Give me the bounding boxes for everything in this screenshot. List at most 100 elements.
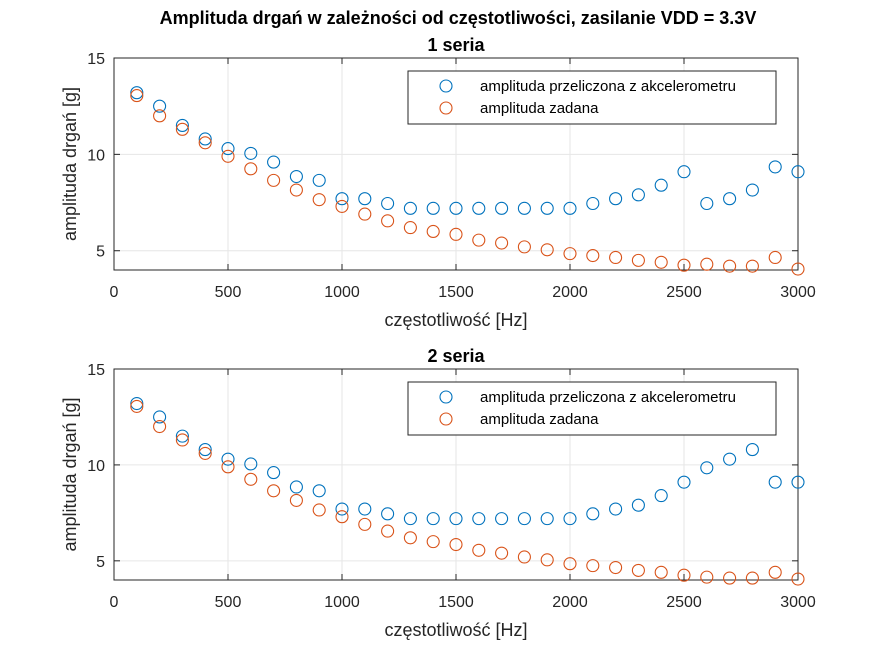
y-tick-label: 10 (87, 458, 105, 475)
data-point (768, 475, 782, 489)
data-point (791, 572, 805, 586)
y-tick-label: 5 (96, 244, 105, 261)
data-point (426, 201, 440, 215)
data-point (472, 233, 486, 247)
data-point (358, 192, 372, 206)
legend-box (407, 70, 777, 125)
data-point (198, 132, 212, 146)
data-point (517, 201, 531, 215)
data-point (403, 221, 417, 235)
data-point (472, 543, 486, 557)
data-point (654, 565, 668, 579)
data-point (517, 240, 531, 254)
data-point (289, 169, 303, 184)
data-point (381, 196, 395, 211)
y-tick-label: 5 (96, 554, 105, 571)
data-point (677, 568, 691, 582)
data-point (700, 257, 714, 271)
data-point (175, 429, 189, 443)
data-point (153, 99, 167, 113)
x-tick-label: 0 (110, 284, 119, 301)
data-point (244, 457, 258, 471)
data-point (791, 475, 805, 489)
legend-label: amplituda zadana (480, 411, 599, 428)
x-tick-label: 2500 (666, 284, 702, 301)
data-point (175, 433, 189, 447)
legend-label: amplituda przeliczona z akcelerometru (480, 78, 736, 95)
data-point (677, 258, 691, 272)
series-1 (130, 86, 805, 215)
data-point (244, 472, 258, 486)
data-point (472, 201, 486, 215)
legend-marker (439, 412, 453, 426)
data-point (312, 193, 326, 207)
data-point (449, 537, 463, 552)
data-point (791, 262, 805, 276)
data-point (403, 512, 417, 526)
x-tick-label: 1500 (438, 594, 474, 611)
data-point (517, 512, 531, 526)
data-point (677, 165, 691, 179)
data-point (723, 452, 737, 466)
x-tick-label: 1000 (324, 284, 360, 301)
data-point (381, 507, 395, 521)
subplot-title: 1 seria (427, 35, 485, 55)
x-tick-label: 3000 (780, 284, 816, 301)
data-point (130, 399, 144, 413)
data-point (563, 201, 577, 215)
data-point (221, 460, 235, 474)
data-point (609, 502, 623, 516)
x-tick-label: 1000 (324, 594, 360, 611)
data-point (153, 109, 167, 123)
data-point (654, 489, 668, 503)
data-point (495, 512, 509, 526)
data-point (289, 480, 303, 494)
data-point (289, 183, 303, 197)
x-tick-label: 0 (110, 594, 119, 611)
data-point (745, 183, 759, 197)
data-point (631, 188, 645, 202)
data-point (221, 142, 235, 156)
data-point (745, 259, 759, 273)
x-tick-label: 2000 (552, 594, 588, 611)
data-point (495, 546, 509, 560)
x-tick-label: 2500 (666, 594, 702, 611)
y-tick-label: 10 (87, 147, 105, 164)
legend-marker (439, 390, 453, 404)
data-point (563, 512, 577, 526)
data-point (426, 535, 440, 549)
data-point (426, 224, 440, 239)
data-point (472, 512, 486, 526)
data-point (244, 146, 258, 160)
data-point (495, 201, 509, 215)
data-point (244, 162, 258, 176)
data-point (723, 192, 737, 206)
y-axis-label: amplituda drgań [g] (60, 87, 80, 241)
data-point (175, 122, 189, 136)
data-point (540, 201, 554, 215)
figure-title: Amplituda drgań w zależności od częstotl… (160, 8, 757, 28)
data-point (563, 247, 577, 261)
data-point (335, 192, 349, 206)
data-point (312, 503, 326, 517)
data-point (153, 410, 167, 424)
x-tick-label: 2000 (552, 284, 588, 301)
data-point (358, 517, 372, 531)
subplots: 0 500 1000 1500 2000 2500 3000 5 10 15 1 seria częs… (60, 35, 816, 640)
x-axis-label: częstotliwość [Hz] (384, 620, 527, 640)
data-point (631, 253, 645, 267)
data-point (312, 173, 326, 187)
data-point (267, 173, 281, 187)
data-point (335, 510, 349, 524)
series-2 (130, 399, 805, 586)
data-point (153, 419, 167, 434)
subplot-title: 2 seria (427, 346, 485, 366)
x-tick-label: 3000 (780, 594, 816, 611)
series-2 (130, 89, 805, 276)
data-point (723, 571, 737, 585)
data-point (563, 557, 577, 571)
data-point (791, 165, 805, 179)
y-tick-label: 15 (87, 51, 105, 68)
data-point (289, 493, 303, 507)
